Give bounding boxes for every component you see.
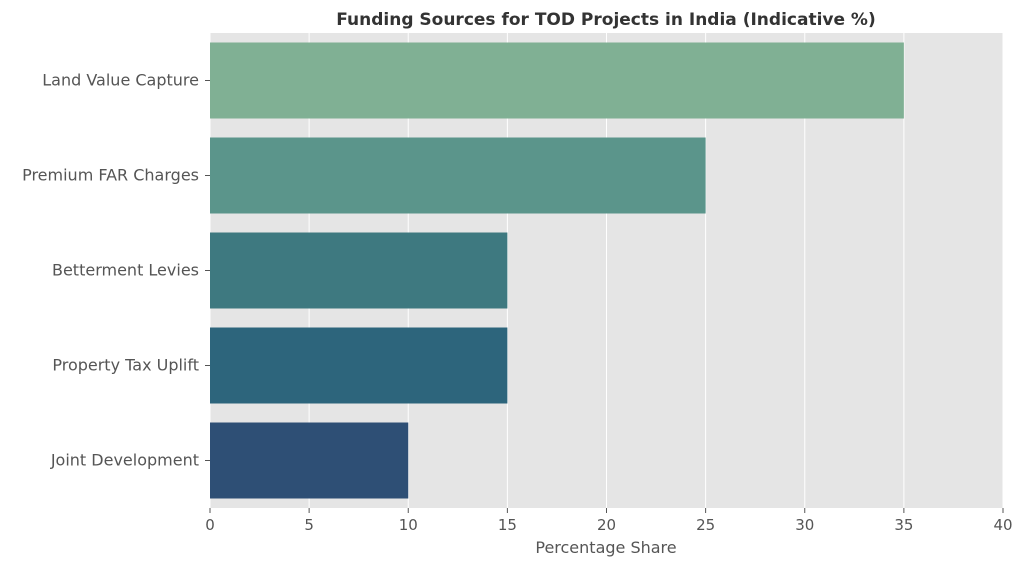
x-tick-label: 25 <box>696 516 715 534</box>
bar-land-value-capture <box>210 42 904 119</box>
x-tick-label: 35 <box>894 516 913 534</box>
x-tick-label: 10 <box>399 516 418 534</box>
bars-group <box>210 42 904 499</box>
bar-premium-far-charges <box>210 137 706 214</box>
x-tick-label: 20 <box>597 516 616 534</box>
bar-joint-development <box>210 422 409 499</box>
bar-property-tax-uplift <box>210 327 508 404</box>
x-tick-label: 30 <box>795 516 814 534</box>
x-axis-label: Percentage Share <box>535 538 676 557</box>
x-tick-label: 0 <box>205 516 215 534</box>
x-tick-label: 5 <box>304 516 314 534</box>
y-tick-label: Premium FAR Charges <box>22 166 199 185</box>
x-tick-label: 40 <box>993 516 1012 534</box>
y-tick-label: Betterment Levies <box>52 261 199 280</box>
bar-betterment-levies <box>210 232 508 309</box>
x-tick-label: 15 <box>498 516 517 534</box>
chart-title: Funding Sources for TOD Projects in Indi… <box>336 10 875 30</box>
y-tick-label: Land Value Capture <box>42 71 199 90</box>
x-axis-ticks: 0 5 10 15 20 25 30 35 40 <box>205 508 1013 534</box>
y-axis-ticks: Land Value Capture Premium FAR Charges Bet… <box>22 71 210 470</box>
y-tick-label: Joint Development <box>50 451 199 470</box>
y-tick-label: Property Tax Uplift <box>52 356 199 375</box>
